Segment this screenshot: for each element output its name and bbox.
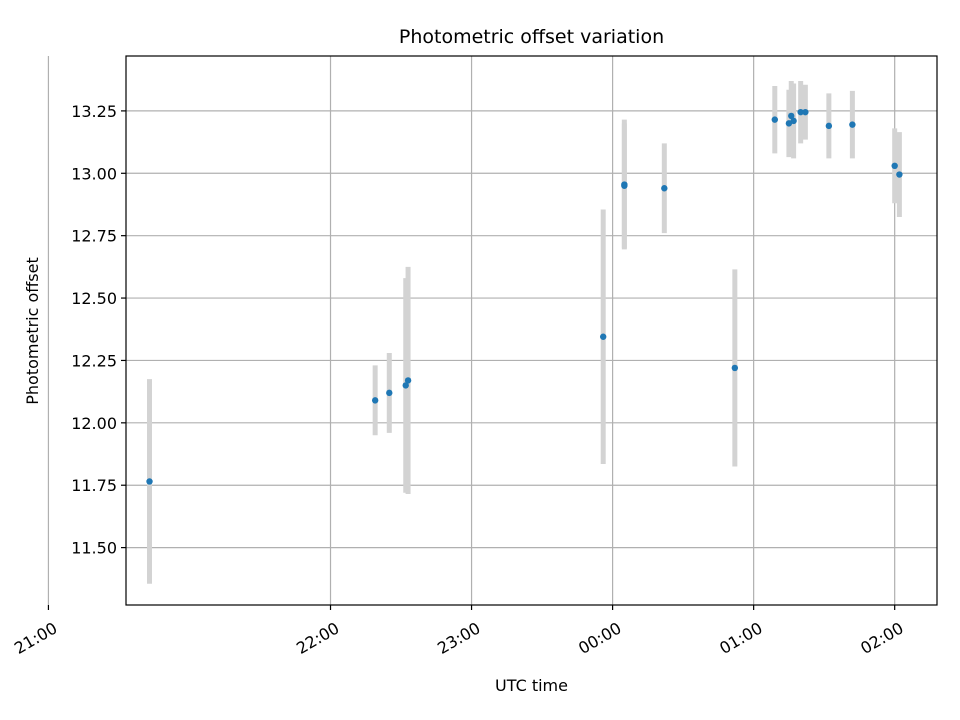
data-point bbox=[661, 185, 668, 192]
data-point bbox=[371, 397, 379, 404]
x-axis: 21:00 22:00 23:00 00:00 01:00 02:00 bbox=[11, 605, 907, 658]
data-point bbox=[790, 117, 797, 125]
y-tick-label: 12.00 bbox=[71, 414, 117, 433]
data-point bbox=[785, 120, 793, 127]
x-tick-label: 22:00 bbox=[293, 618, 342, 658]
data-point bbox=[404, 377, 412, 384]
data-point bbox=[788, 112, 795, 120]
data-point bbox=[771, 116, 778, 123]
data-point bbox=[896, 171, 903, 178]
errorbar-layer bbox=[147, 80, 902, 584]
x-axis-label: UTC time bbox=[495, 676, 568, 695]
y-tick-label: 12.50 bbox=[71, 289, 117, 308]
y-tick-label: 12.25 bbox=[71, 351, 117, 370]
data-point bbox=[825, 122, 833, 130]
grid-layer bbox=[47, 56, 937, 605]
y-tick-label: 12.75 bbox=[71, 227, 117, 246]
data-point bbox=[386, 389, 393, 397]
data-point bbox=[802, 108, 809, 116]
data-point bbox=[402, 382, 409, 389]
chart-title: Photometric offset variation bbox=[399, 26, 664, 48]
x-tick-label: 21:00 bbox=[11, 618, 60, 658]
y-tick-label: 13.00 bbox=[71, 164, 117, 183]
point-layer bbox=[146, 108, 903, 485]
data-point bbox=[849, 121, 856, 128]
data-point bbox=[797, 108, 804, 116]
data-point bbox=[599, 333, 607, 340]
data-point bbox=[146, 478, 153, 485]
y-tick-label: 11.50 bbox=[71, 539, 117, 558]
y-tick-label: 13.25 bbox=[71, 102, 117, 121]
y-tick-label: 11.75 bbox=[71, 476, 117, 495]
data-point bbox=[731, 364, 739, 372]
y-axis: 11.50 11.75 12.00 12.25 12.50 12.75 13.00 13.25 bbox=[71, 102, 126, 558]
plot-frame bbox=[125, 55, 938, 606]
data-point bbox=[891, 162, 898, 169]
x-tick-label: 02:00 bbox=[857, 618, 906, 658]
y-axis-label: Photometric offset bbox=[23, 257, 42, 405]
data-point bbox=[621, 181, 628, 188]
x-tick-label: 00:00 bbox=[575, 618, 624, 658]
x-tick-label: 01:00 bbox=[716, 618, 765, 658]
x-tick-label: 23:00 bbox=[434, 618, 483, 658]
